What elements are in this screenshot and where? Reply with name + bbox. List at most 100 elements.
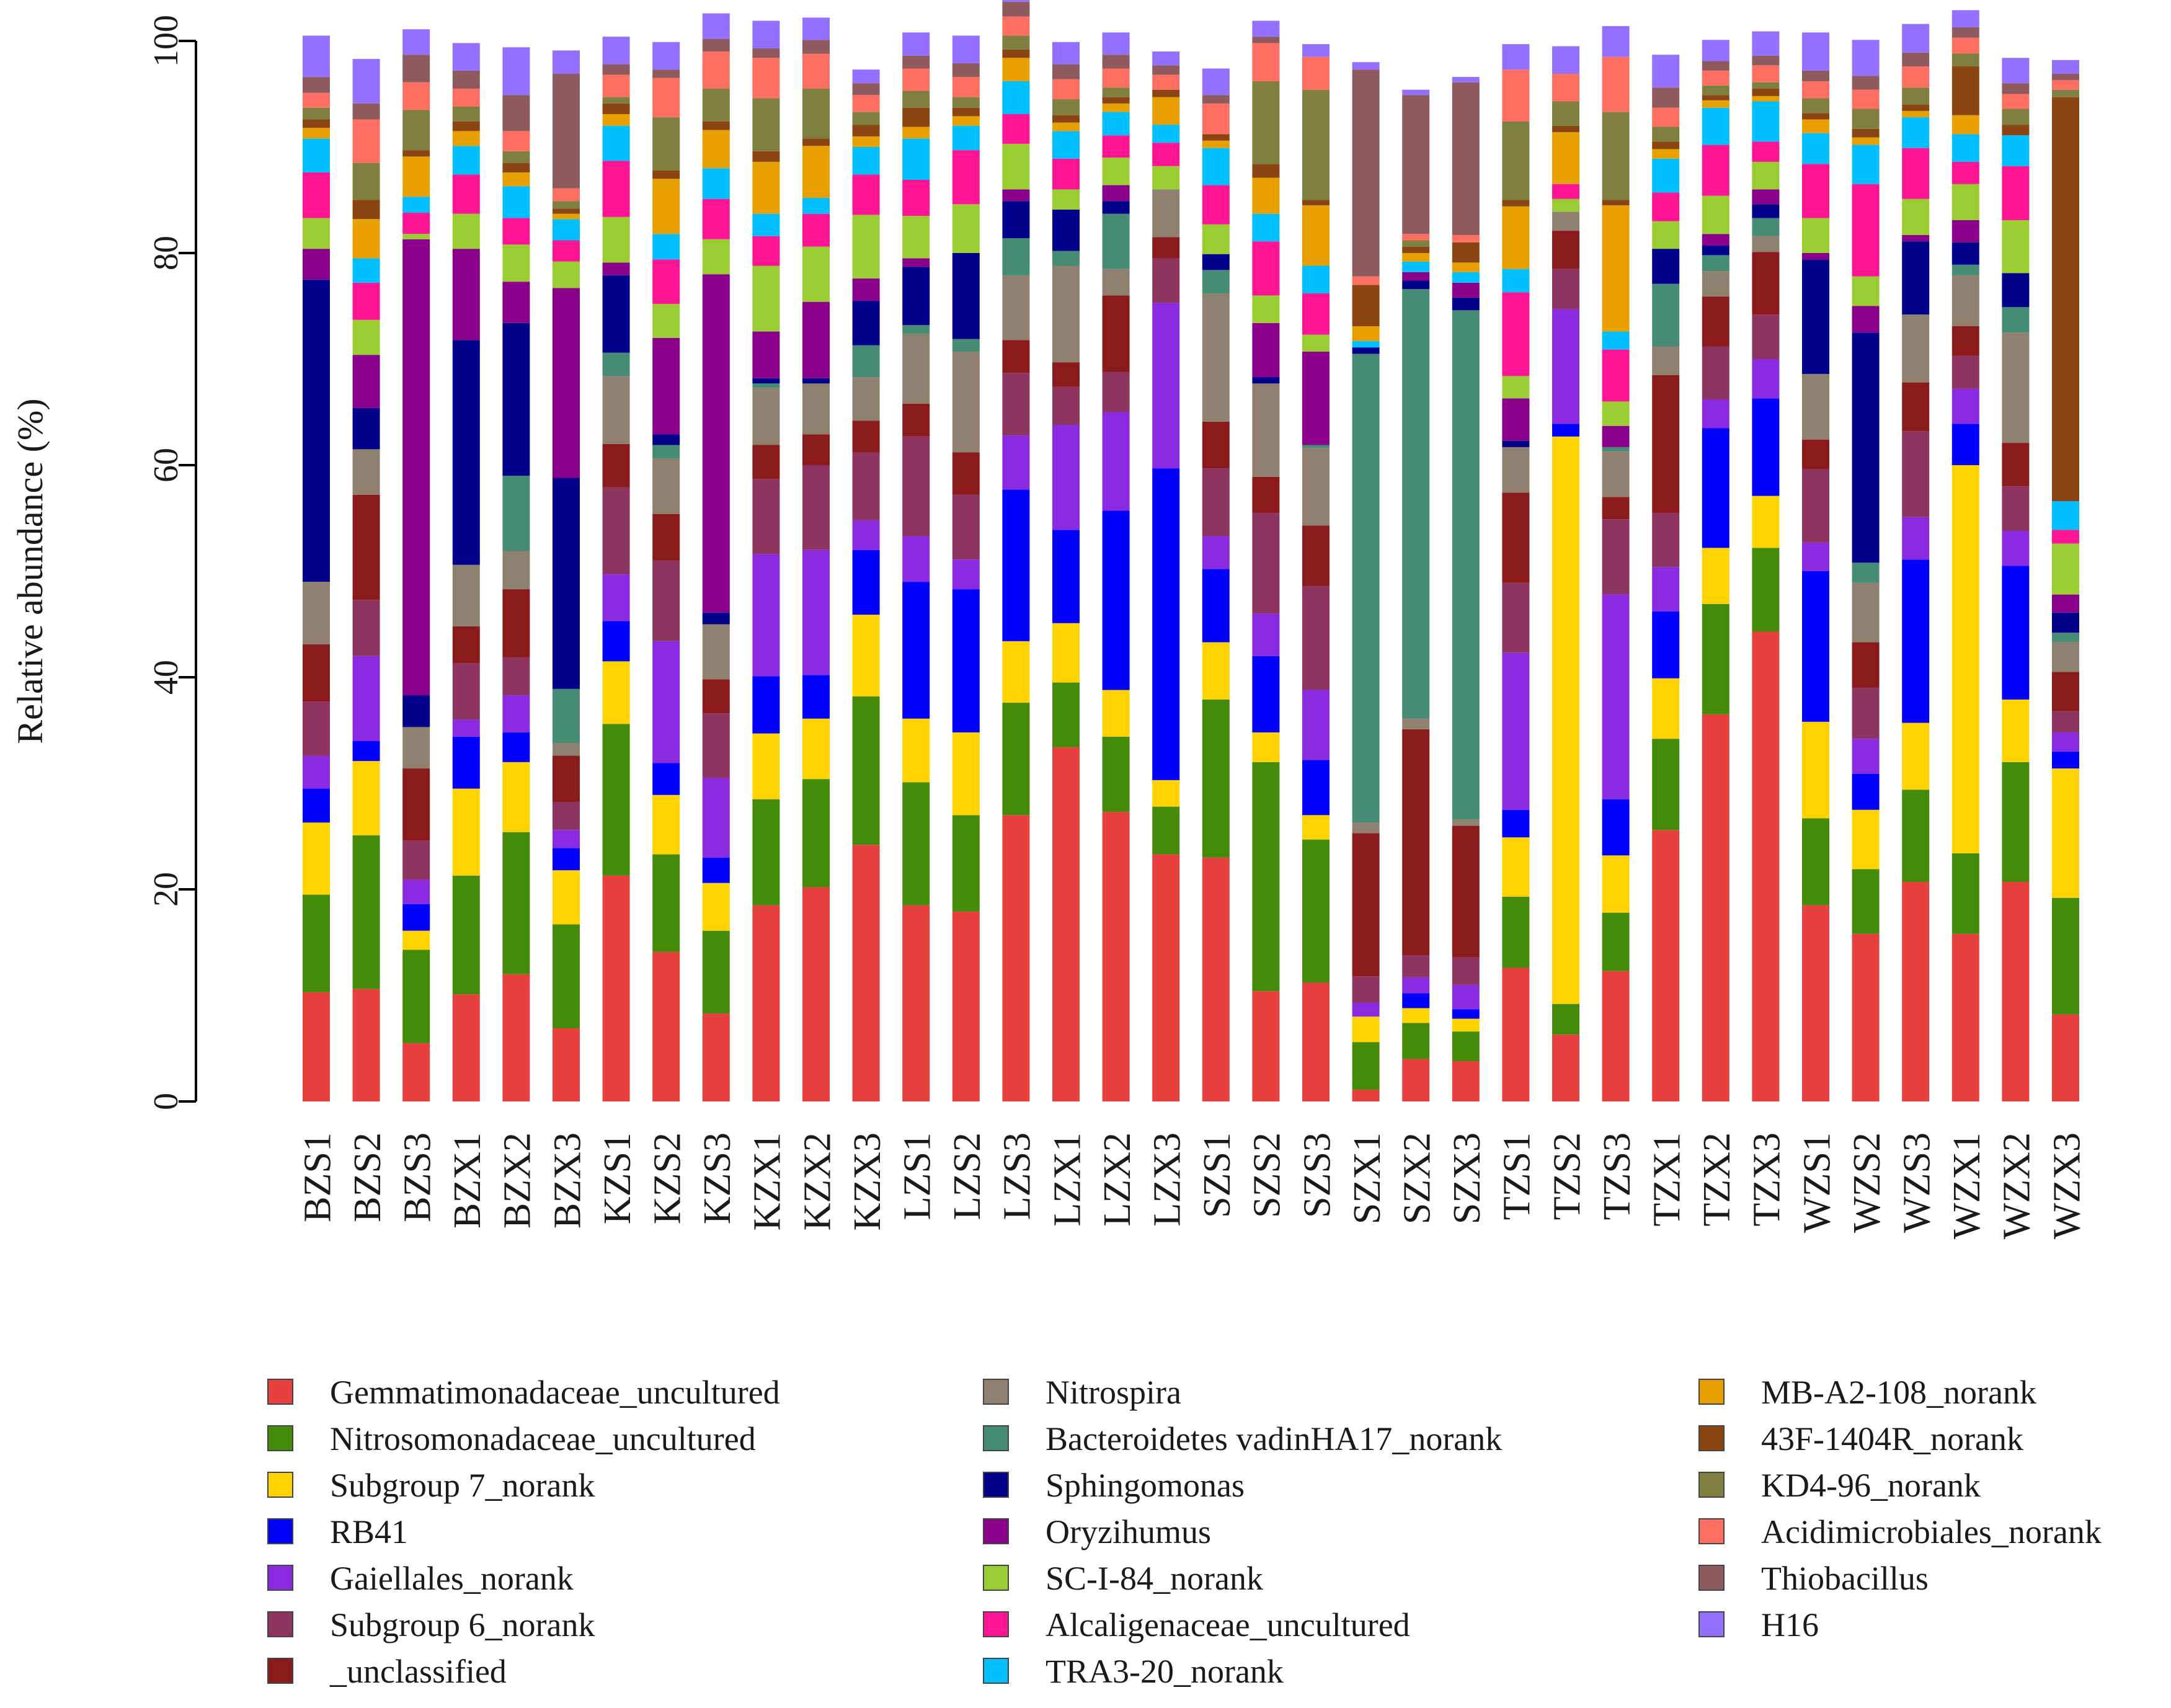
bar-segment-kzx3-0 [852,845,880,1101]
y-tick-label: 80 [147,236,185,270]
bar-segment-wzx3-2 [2052,768,2079,898]
bar-segment-szs1-1 [1202,699,1230,858]
bar-segment-kzs1-15 [602,103,630,114]
bar-segment-lzs2-7 [952,352,980,453]
bar-segment-tzx1-16 [1652,127,1680,142]
bar-segment-tzs2-3 [1552,424,1579,437]
y-tick-label: 60 [147,448,185,483]
bar-segment-bzx3-15 [553,208,580,214]
legend-swatch [267,1658,293,1684]
legend-item: Nitrosomonadaceae_uncultured [267,1420,756,1457]
bar-segment-bzs3-11 [402,234,430,239]
bar-segment-szx1-7 [1352,822,1380,834]
bar-segment-szx1-4 [1352,1002,1380,1017]
bar-segment-tzs1-12 [1502,292,1530,376]
bar-segment-lzs2-4 [952,559,980,590]
bar-segment-bzs1-12 [303,172,330,218]
bar-segment-wzx2-11 [2002,220,2030,274]
x-tick-label: WZX1 [1946,1132,1988,1239]
bar-segment-kzs1-5 [602,487,630,575]
bar-segment-bzs3-1 [402,950,430,1043]
bar-segment-szx2-5 [1402,955,1430,977]
bar-segment-bzs3-13 [402,197,430,213]
bar-segment-wzs3-16 [1902,87,1930,105]
bar-segment-szx3-7 [1452,819,1480,826]
bar-segment-szx1-19 [1352,62,1380,70]
x-tick-label: WZX3 [2046,1132,2088,1239]
bar-segment-lzs3-7 [1002,275,1030,340]
bar-segment-kzx2-3 [802,675,830,719]
bar-segment-bzs2-15 [352,200,380,220]
legend-item: Subgroup 6_norank [267,1606,595,1644]
bar-segment-bzx2-1 [502,832,530,974]
x-tick-label: SZX1 [1346,1132,1388,1224]
bar-segment-kzx3-11 [852,215,880,279]
bar-segment-kzs1-0 [602,875,630,1101]
bar-segment-lzx3-6 [1152,237,1180,259]
bar-segment-bzx3-17 [553,188,580,202]
legend-swatch [983,1565,1009,1591]
bar-segment-lzs1-6 [902,403,930,437]
bar-segment-lzx2-18 [1102,55,1130,69]
bar-segment-szs1-6 [1202,421,1230,469]
x-tick-label: LZS1 [897,1132,939,1220]
bar-segment-bzx1-3 [452,736,480,789]
x-tick-label: TZS2 [1546,1132,1588,1220]
bar-segment-tzx3-2 [1752,496,1780,548]
bar-segment-tzs2-17 [1552,74,1579,102]
x-tick-label: KZX1 [747,1132,789,1230]
bar-segment-wzx1-5 [1951,355,1979,389]
bar-segment-kzx2-19 [802,17,830,40]
bar-segment-szx2-4 [1402,977,1430,994]
bar-segment-kzs2-1 [652,854,680,952]
bar-segment-bzs3-4 [402,879,430,904]
x-tick-label: KZS2 [647,1132,689,1224]
bar-segment-lzs3-14 [1002,58,1030,81]
bar-segment-lzx1-16 [1052,99,1080,115]
bar-segment-wzx3-9 [2052,612,2079,633]
legend-swatch [1698,1565,1725,1591]
legend-item: KD4-96_norank [1698,1467,1981,1504]
bar-segment-kzs1-1 [602,724,630,876]
x-tick-label: SZS3 [1296,1132,1338,1218]
bar-segment-wzx3-10 [2052,594,2079,613]
legend-label: Oryzihumus [1046,1513,1211,1550]
legend-label: 43F-1404R_norank [1761,1420,2023,1457]
bar-segment-kzs2-10 [652,337,680,435]
bar-stack-szx2 [1402,89,1430,1101]
bar-segment-kzx2-16 [802,88,830,139]
bar-segment-tzs2-15 [1552,125,1579,133]
bar-segment-tzs3-5 [1602,519,1630,595]
bar-segment-szx3-18 [1452,82,1480,235]
bar-segment-wzs3-19 [1902,24,1930,53]
legend-swatch [983,1611,1009,1637]
bar-segment-szs2-9 [1252,377,1280,384]
bar-segment-wzx3-7 [2052,642,2079,672]
bar-segment-tzx2-1 [1702,604,1729,714]
bar-segment-lzx3-1 [1152,806,1180,855]
bar-segment-kzx3-9 [852,300,880,345]
bar-segment-kzs3-7 [702,624,730,680]
bar-segment-lzs2-2 [952,732,980,816]
bar-segment-wzx2-2 [2002,699,2030,762]
bar-segment-szs1-5 [1202,468,1230,536]
bar-segment-wzx3-19 [2052,60,2079,74]
bar-segment-szx2-14 [1402,253,1430,262]
x-tick-label: TZS3 [1596,1132,1638,1220]
bar-segment-kzx1-10 [752,331,780,378]
x-tick-label: TZX3 [1746,1132,1788,1227]
bar-segment-bzx2-7 [502,551,530,590]
bar-segment-tzs1-17 [1502,69,1530,122]
bar-segment-bzx1-11 [452,213,480,249]
bar-segment-lzx3-13 [1152,125,1180,143]
bar-segment-tzx2-10 [1702,234,1729,246]
bar-segment-wzs3-3 [1902,559,1930,723]
bar-segment-bzs2-17 [352,119,380,163]
bar-segment-wzs2-11 [1852,276,1880,306]
bar-segment-bzx1-12 [452,174,480,214]
bar-segment-tzs3-6 [1602,497,1630,520]
bar-segment-bzs3-0 [402,1043,430,1101]
bar-segment-szx1-18 [1352,69,1380,277]
bar-segment-kzx3-8 [852,345,880,378]
bar-segment-szx3-13 [1452,272,1480,283]
